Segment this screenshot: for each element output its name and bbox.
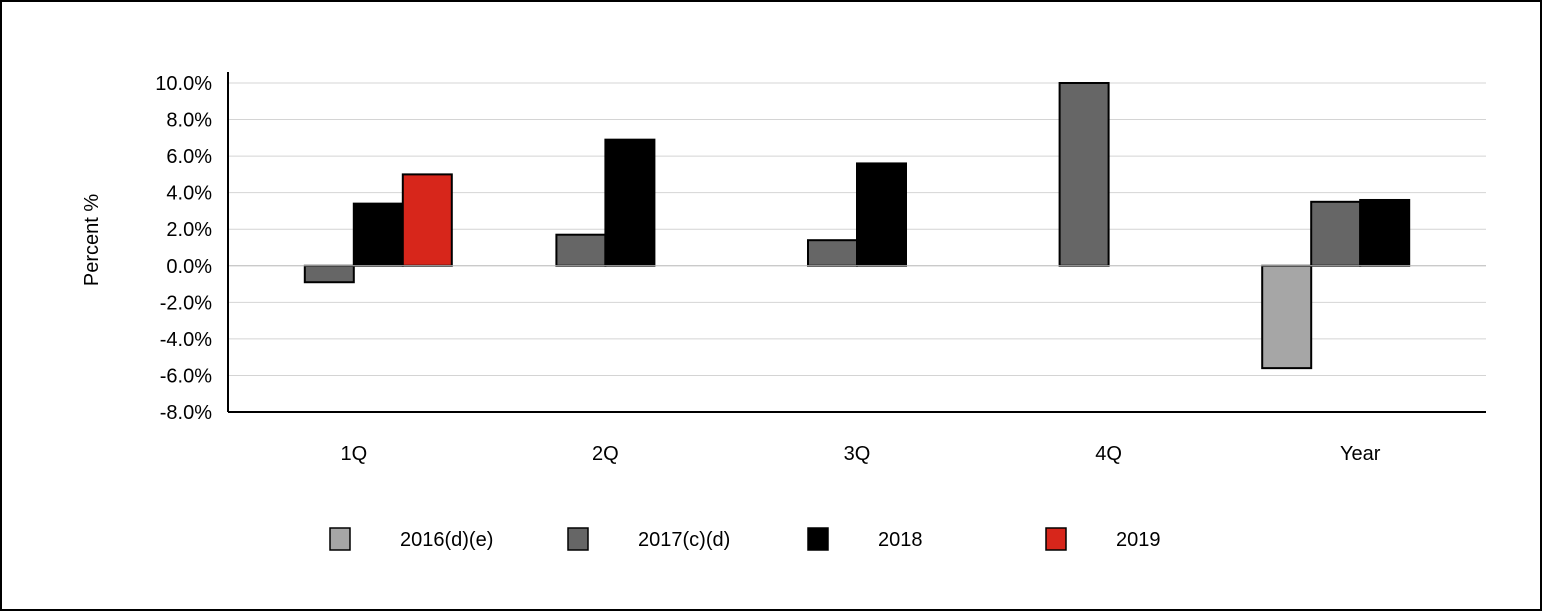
x-tick-label: 1Q (340, 443, 367, 465)
legend: 2016(d)(e) 2017(c)(d) 2018 2019 (329, 527, 1161, 551)
bar (352, 202, 404, 267)
legend-swatch (567, 527, 589, 551)
bar (303, 264, 355, 284)
bar (604, 138, 656, 267)
bar (401, 173, 453, 267)
x-tick-label: 2Q (592, 443, 619, 465)
x-tick-label: 3Q (844, 443, 871, 465)
bar (1261, 264, 1313, 370)
y-tick-label: 0.0% (166, 256, 212, 278)
legend-swatch (807, 527, 829, 551)
legend-label: 2016(d)(e) (400, 529, 493, 551)
legend-swatch (329, 527, 351, 551)
tick-labels: -8.0% -6.0% -4.0% -2.0% 0.0% 2.0% 4.0% 6.0% 8.0%… (155, 73, 1380, 465)
axes (227, 72, 1486, 413)
bar (1310, 200, 1362, 267)
y-tick-label: -4.0% (160, 329, 212, 351)
y-tick-label: -2.0% (160, 292, 212, 314)
bar (1359, 198, 1411, 267)
legend-swatch (1045, 527, 1067, 551)
legend-label: 2019 (1116, 529, 1161, 551)
y-tick-label: 2.0% (166, 219, 212, 241)
legend-label: 2018 (878, 529, 923, 551)
y-axis-label: Percent % (81, 194, 103, 286)
y-tick-label: -6.0% (160, 365, 212, 387)
legend-label: 2017(c)(d) (638, 529, 730, 551)
bar (555, 233, 607, 267)
bar (1058, 82, 1110, 267)
bar (807, 239, 858, 267)
y-tick-label: 10.0% (155, 73, 212, 95)
y-tick-label: 6.0% (166, 146, 212, 168)
y-tick-label: 8.0% (166, 110, 212, 132)
x-tick-label: 4Q (1095, 443, 1122, 465)
bars (303, 82, 1411, 370)
y-tick-label: 4.0% (166, 183, 212, 205)
y-tick-label: -8.0% (160, 402, 212, 424)
x-tick-label: Year (1340, 443, 1381, 465)
bar (856, 162, 907, 267)
